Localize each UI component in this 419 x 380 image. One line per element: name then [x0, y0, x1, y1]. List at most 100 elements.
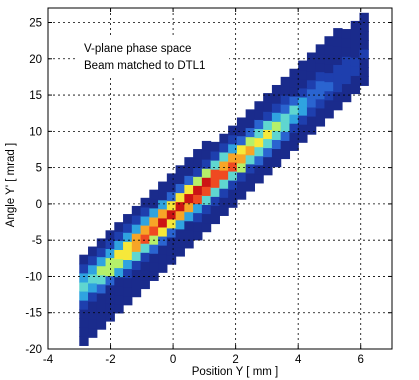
heatmap-cell [193, 203, 203, 214]
heatmap-cell [236, 117, 247, 128]
heatmap-cell [228, 152, 238, 163]
y-tick-label: 0 [36, 199, 42, 211]
heatmap-cell [315, 107, 326, 118]
heatmap-cell [219, 206, 229, 216]
heatmap-cell [245, 109, 255, 120]
heatmap-cell [166, 173, 177, 184]
heatmap-cell [236, 162, 247, 173]
heatmap-cell [175, 201, 185, 212]
y-tick-label: 20 [29, 54, 42, 66]
heatmap-cell [333, 37, 343, 47]
heatmap-cell [341, 56, 352, 66]
heatmap-cell [289, 68, 299, 79]
heatmap-cell [96, 238, 107, 249]
plot-frame [47, 7, 393, 350]
heatmap-cell [280, 131, 291, 141]
heatmap-cell [306, 106, 317, 117]
y-tick-label: -5 [32, 235, 42, 247]
heatmap-cell [333, 64, 343, 75]
annotation-box: V-plane phase space Beam matched to DTL1 [77, 36, 229, 76]
heatmap-cell [236, 135, 247, 146]
heatmap-cell [359, 76, 369, 86]
heatmap-cell [236, 171, 247, 182]
heatmap-cell [131, 233, 142, 243]
heatmap-cell [245, 154, 255, 165]
heatmap-cell [289, 77, 299, 88]
heatmap-cell [228, 125, 238, 136]
heatmap-cell [123, 277, 133, 288]
heatmap-cell [123, 268, 133, 279]
heatmap-cell [140, 206, 150, 217]
heatmap-cell [341, 83, 352, 94]
heatmap-cell [263, 129, 273, 140]
heatmap-cell [298, 96, 308, 107]
heatmap-cell [114, 249, 124, 260]
heatmap-cell [341, 92, 352, 103]
x-tick-label: -2 [105, 354, 115, 366]
heatmap-cell [219, 179, 229, 189]
heatmap-cell [263, 111, 273, 121]
heatmap-cell [88, 264, 98, 275]
heatmap-cell [254, 101, 264, 111]
heatmap-cell [193, 176, 203, 186]
heatmap-cell [123, 250, 133, 260]
heatmap-cell [245, 163, 255, 174]
heatmap-cell [184, 175, 194, 185]
heatmap-cell [149, 189, 159, 200]
heatmap-cell [105, 311, 115, 322]
heatmap-cell [210, 205, 220, 216]
heatmap-cell [158, 245, 168, 255]
heatmap-cell [166, 245, 177, 256]
heatmap-cell [175, 174, 185, 185]
heatmap-cell [306, 61, 317, 72]
heatmap-cell [333, 100, 343, 111]
heatmap-cell [184, 211, 194, 222]
heatmap-cell [105, 257, 115, 268]
heatmap-cell [105, 302, 115, 313]
heatmap-cell [184, 157, 194, 167]
heatmap-cell [298, 115, 308, 125]
heatmap-cell [131, 287, 142, 298]
heatmap-cell [306, 97, 317, 108]
heatmap-cell [79, 318, 89, 328]
heatmap-cell [166, 236, 177, 247]
heatmap-cell [140, 252, 150, 262]
heatmap-cell [254, 164, 264, 175]
heatmap-cell [131, 224, 142, 234]
heatmap-cell [219, 188, 229, 198]
heatmap-cell [88, 273, 98, 284]
x-tick-label: 4 [295, 354, 302, 366]
heatmap-cell [315, 116, 326, 127]
heatmap-cell [333, 73, 343, 84]
heatmap-cell [158, 235, 168, 246]
heatmap-cell [184, 166, 194, 176]
heatmap-cell [280, 104, 291, 114]
heatmap-cell [228, 180, 238, 190]
heatmap-cell [359, 21, 369, 32]
heatmap-cell [210, 178, 220, 188]
heatmap-cell [289, 141, 299, 151]
heatmap-cell [210, 160, 220, 170]
heatmap-cell [289, 95, 299, 106]
heatmap-cell [79, 281, 89, 292]
heatmap-cell [114, 258, 124, 269]
heatmap-cell [184, 184, 194, 195]
heatmap-cell [324, 108, 334, 119]
heatmap-cell [114, 285, 124, 296]
heatmap-cell [175, 192, 185, 203]
heatmap-cell [149, 253, 159, 263]
heatmap-cell [201, 177, 212, 187]
heatmap-cell [166, 209, 177, 220]
heatmap-cell [341, 29, 352, 39]
heatmap-cell [105, 266, 115, 277]
heatmap-cell [123, 223, 133, 233]
heatmap-cell [324, 72, 334, 83]
heatmap-cell [263, 93, 273, 103]
heatmap-cell [158, 217, 168, 228]
heatmap-cell [245, 181, 255, 192]
heatmap-cell [131, 205, 142, 216]
heatmap-cell [263, 147, 273, 158]
heatmap-cell [306, 70, 317, 81]
heatmap-cell [140, 234, 150, 244]
